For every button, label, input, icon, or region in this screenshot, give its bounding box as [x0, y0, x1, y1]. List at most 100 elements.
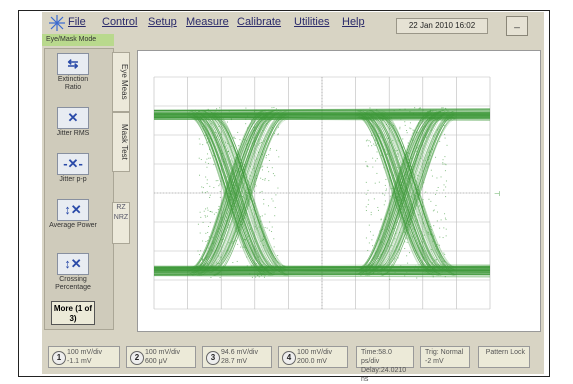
trace-point: [398, 199, 400, 201]
trace-point: [271, 231, 273, 233]
trace-point: [210, 276, 212, 278]
trace-point: [253, 209, 255, 211]
channel-4-control[interactable]: 4 100 mV/div 200.0 mV: [278, 346, 348, 368]
trace-point: [241, 201, 243, 203]
trace-point: [439, 140, 441, 142]
trace-point: [436, 129, 438, 131]
trace-point: [237, 205, 239, 207]
trace-point: [418, 214, 420, 216]
trace-point: [399, 200, 401, 202]
trace-point: [396, 198, 398, 200]
menu-utilities[interactable]: Utilities: [294, 16, 330, 28]
trace-point: [261, 274, 263, 276]
trace-point: [406, 132, 408, 134]
trace-point: [429, 111, 431, 113]
trace-point: [422, 247, 424, 249]
trace-point: [247, 155, 249, 157]
trace-point: [430, 169, 432, 171]
trace-point: [444, 156, 446, 158]
trace-point: [218, 116, 220, 118]
pattern-lock-button[interactable]: Pattern Lock: [478, 346, 530, 368]
crossing-percentage-button[interactable]: ↕✕ Crossing Percentage: [49, 253, 97, 292]
trace-point: [226, 220, 228, 222]
menu-file[interactable]: File: [68, 16, 86, 28]
trace-point: [400, 265, 402, 267]
trace-point: [417, 219, 419, 221]
trace-point: [205, 208, 207, 210]
trace-point: [440, 176, 442, 178]
minimize-button[interactable]: _: [506, 16, 528, 36]
trace-point: [432, 135, 434, 137]
trace-point: [259, 167, 261, 169]
trace-point: [385, 219, 387, 221]
trace-point: [215, 137, 217, 139]
trace-point: [432, 276, 434, 278]
tab-eye-meas[interactable]: Eye Meas: [112, 52, 130, 112]
trace-point: [249, 165, 251, 167]
menu-calibrate[interactable]: Calibrate: [237, 16, 282, 28]
trace-point: [268, 154, 270, 156]
trace-point: [427, 221, 429, 223]
tab-mask-test[interactable]: Mask Test: [112, 112, 130, 172]
trace-point: [405, 177, 407, 179]
trace-point: [235, 157, 237, 159]
trace-point: [199, 174, 201, 176]
jitter-rms-icon: ✕: [57, 107, 89, 129]
trace-point: [206, 137, 208, 139]
trace-point: [423, 121, 425, 123]
menu-control[interactable]: Control: [102, 16, 138, 28]
trace-point: [265, 157, 267, 159]
channel-1-control[interactable]: 1 100 mV/div -1.1 mV: [48, 346, 120, 368]
extinction-ratio-button[interactable]: ⇆ Extinction Ratio: [49, 53, 97, 92]
trace-point: [272, 200, 274, 202]
trace-point: [207, 240, 209, 242]
trace-point: [443, 125, 445, 127]
trace-point: [427, 232, 429, 234]
trace-point: [404, 275, 406, 277]
trace-point: [397, 153, 399, 155]
trigger-control[interactable]: Trig: Normal -2 mV: [420, 346, 470, 368]
jitter-pp-button[interactable]: -✕- Jitter p-p: [49, 153, 97, 184]
menu-setup[interactable]: Setup: [148, 16, 177, 28]
menu-measure[interactable]: Measure: [186, 16, 229, 28]
trace-point: [419, 113, 421, 115]
menu-help[interactable]: Help: [342, 16, 365, 28]
trace-point: [207, 264, 209, 266]
trace-point: [272, 271, 274, 273]
channel-3-control[interactable]: 3 94.6 mV/div 28.7 mV: [202, 346, 272, 368]
trace-point: [430, 234, 432, 236]
channel-2-control[interactable]: 2 100 mV/div 600 μV: [126, 346, 196, 368]
trace-point: [409, 122, 411, 124]
trace-point: [403, 199, 405, 201]
trace-point: [433, 271, 435, 273]
timebase-control[interactable]: Time:58.0 ps/div Delay:24.0210 ns: [356, 346, 414, 383]
trace-point: [259, 191, 261, 193]
jitter-rms-button[interactable]: ✕ Jitter RMS: [49, 107, 97, 138]
trace-point: [257, 274, 259, 276]
trace-point: [442, 159, 444, 161]
trace-point: [365, 193, 367, 195]
trace-point: [210, 123, 212, 125]
trace-point: [399, 249, 401, 251]
average-power-button[interactable]: ↕✕ Average Power: [49, 199, 97, 230]
trace-point: [245, 123, 247, 125]
trace-point: [405, 206, 407, 208]
trace-point: [391, 245, 393, 247]
trace-point: [395, 233, 397, 235]
trace-point: [253, 141, 255, 143]
trace-point: [367, 166, 369, 168]
trace-point: [404, 199, 406, 201]
trace-point: [412, 236, 414, 238]
eye-mask-mode-tab[interactable]: Eye/Mask Mode: [42, 34, 114, 46]
trace-point: [226, 212, 228, 214]
trace-point: [387, 272, 389, 274]
more-button[interactable]: More (1 of 3): [51, 301, 95, 325]
trace-point: [215, 118, 217, 120]
trace-point: [407, 142, 409, 144]
rz-nrz-selector[interactable]: RZ NRZ: [112, 202, 130, 244]
trace-point: [440, 115, 442, 117]
trace-point: [396, 246, 398, 248]
trace-point: [273, 238, 275, 240]
trace-point: [391, 188, 393, 190]
trace-point: [235, 269, 237, 271]
